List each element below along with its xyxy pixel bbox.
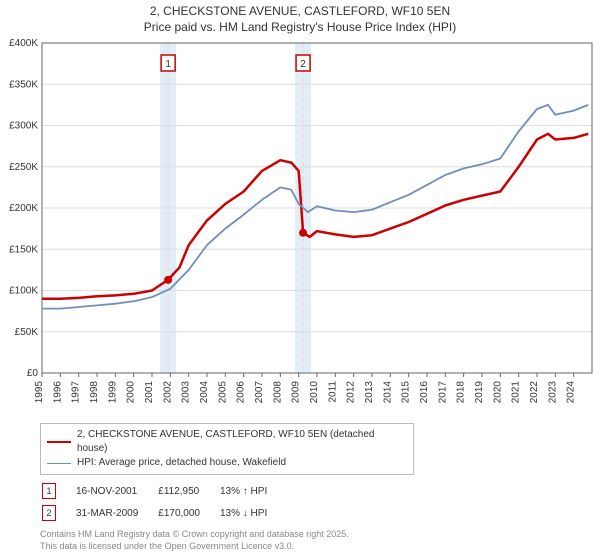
marker-price: £170,000 bbox=[158, 503, 218, 523]
legend: 2, CHECKSTONE AVENUE, CASTLEFORD, WF10 5… bbox=[40, 423, 414, 475]
footer-line1: Contains HM Land Registry data © Crown c… bbox=[40, 529, 349, 539]
marker-delta: 13% ↓ HPI bbox=[220, 503, 285, 523]
title-line1: 2, CHECKSTONE AVENUE, CASTLEFORD, WF10 5… bbox=[150, 4, 450, 18]
marker-num: 2 bbox=[42, 505, 56, 521]
svg-text:2023: 2023 bbox=[547, 381, 558, 404]
svg-text:2001: 2001 bbox=[144, 381, 155, 404]
svg-text:£350K: £350K bbox=[9, 79, 38, 90]
svg-text:1: 1 bbox=[165, 59, 171, 70]
marker-delta: 13% ↑ HPI bbox=[220, 481, 285, 501]
svg-text:2011: 2011 bbox=[327, 381, 338, 403]
chart-title: 2, CHECKSTONE AVENUE, CASTLEFORD, WF10 5… bbox=[0, 0, 600, 37]
svg-text:2024: 2024 bbox=[566, 381, 577, 404]
marker-date: 31-MAR-2009 bbox=[76, 503, 156, 523]
svg-text:£0: £0 bbox=[27, 368, 39, 379]
svg-text:2020: 2020 bbox=[492, 381, 503, 404]
svg-text:£100K: £100K bbox=[9, 286, 38, 297]
markers-table: 1 16-NOV-2001£112,95013% ↑ HPI 2 31-MAR-200… bbox=[40, 479, 287, 525]
legend-label-1: 2, CHECKSTONE AVENUE, CASTLEFORD, WF10 5… bbox=[77, 428, 407, 456]
svg-text:1995: 1995 bbox=[34, 381, 45, 404]
line-chart: 1 2 £0 £50K £100K £150K £200K £250K £300K £350K £4… bbox=[0, 37, 600, 417]
svg-text:£400K: £400K bbox=[9, 38, 38, 49]
svg-text:2021: 2021 bbox=[511, 381, 522, 404]
svg-text:2010: 2010 bbox=[309, 381, 320, 404]
legend-label-2: HPI: Average price, detached house, Wake… bbox=[77, 456, 286, 470]
svg-text:2004: 2004 bbox=[199, 381, 210, 404]
svg-text:£150K: £150K bbox=[9, 244, 38, 255]
chart-area: 1 2 £0 £50K £100K £150K £200K £250K £300K £350K £4… bbox=[0, 37, 600, 417]
legend-row-1: 2, CHECKSTONE AVENUE, CASTLEFORD, WF10 5… bbox=[47, 428, 407, 456]
svg-text:2009: 2009 bbox=[291, 381, 302, 404]
svg-text:2013: 2013 bbox=[364, 381, 375, 404]
svg-text:1997: 1997 bbox=[71, 381, 82, 404]
marker-price: £112,950 bbox=[158, 481, 218, 501]
svg-text:1996: 1996 bbox=[52, 381, 63, 404]
svg-text:2000: 2000 bbox=[126, 381, 137, 404]
svg-text:£200K: £200K bbox=[9, 203, 38, 214]
svg-text:2016: 2016 bbox=[419, 381, 430, 404]
svg-text:1999: 1999 bbox=[107, 381, 118, 404]
svg-text:£50K: £50K bbox=[15, 327, 39, 338]
marker-num: 1 bbox=[42, 483, 56, 499]
svg-text:2014: 2014 bbox=[382, 381, 393, 404]
svg-text:2019: 2019 bbox=[474, 381, 485, 404]
svg-text:2017: 2017 bbox=[437, 381, 448, 404]
marker-row: 2 31-MAR-2009£170,00013% ↓ HPI bbox=[42, 503, 285, 523]
svg-text:£250K: £250K bbox=[9, 162, 38, 173]
svg-text:2018: 2018 bbox=[456, 381, 467, 404]
legend-swatch-1 bbox=[47, 441, 71, 443]
svg-text:2015: 2015 bbox=[401, 381, 412, 404]
marker-date: 16-NOV-2001 bbox=[76, 481, 156, 501]
svg-text:2008: 2008 bbox=[272, 381, 283, 404]
svg-text:2012: 2012 bbox=[346, 381, 357, 404]
svg-text:2022: 2022 bbox=[529, 381, 540, 404]
footer-line2: This data is licensed under the Open Gov… bbox=[40, 541, 294, 551]
svg-text:2002: 2002 bbox=[162, 381, 173, 404]
svg-text:2005: 2005 bbox=[217, 381, 228, 404]
svg-text:1998: 1998 bbox=[89, 381, 100, 404]
svg-text:2003: 2003 bbox=[181, 381, 192, 404]
svg-text:2006: 2006 bbox=[236, 381, 247, 404]
svg-text:2: 2 bbox=[300, 59, 306, 70]
svg-text:£300K: £300K bbox=[9, 121, 38, 132]
legend-swatch-2 bbox=[47, 463, 71, 464]
title-line2: Price paid vs. HM Land Registry's House … bbox=[144, 20, 456, 34]
legend-row-2: HPI: Average price, detached house, Wake… bbox=[47, 456, 407, 470]
svg-text:2007: 2007 bbox=[254, 381, 265, 404]
footer: Contains HM Land Registry data © Crown c… bbox=[40, 529, 590, 552]
marker-row: 1 16-NOV-2001£112,95013% ↑ HPI bbox=[42, 481, 285, 501]
